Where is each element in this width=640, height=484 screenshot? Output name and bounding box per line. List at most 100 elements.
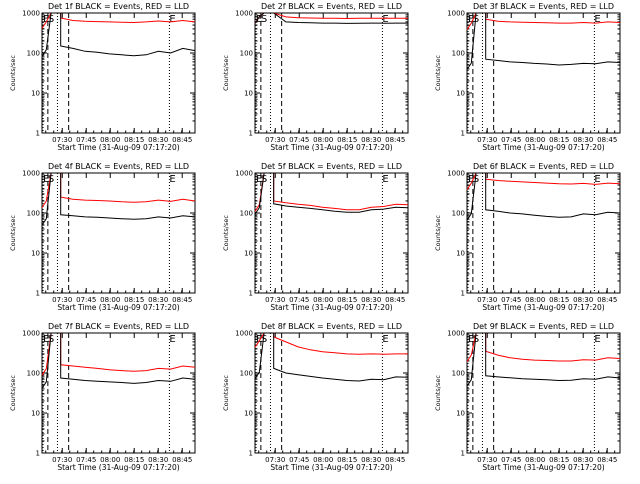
y-tick-label: 10: [456, 250, 465, 258]
y-tick-label: 100: [27, 370, 40, 378]
x-tick-label: 08:00: [100, 456, 120, 464]
y-axis-label: Counts/sec: [434, 215, 442, 251]
marker-label: E: [468, 14, 474, 25]
panel-title: Det 7f BLACK = Events, RED = LLD: [48, 322, 189, 331]
panel-title: Det 4f BLACK = Events, RED = LLD: [48, 162, 189, 171]
x-tick-label: 08:15: [337, 296, 357, 304]
panel-title: Det 9f BLACK = Events, RED = LLD: [473, 322, 614, 331]
panel-6: Det 6f BLACK = Events, RED = LLD 1 10 100 10…: [434, 162, 621, 312]
x-axis-label: Start Time (31-Aug-09 07:17:20): [482, 303, 604, 312]
plot-frame: [254, 12, 409, 134]
x-tick-label: 08:45: [385, 136, 405, 144]
panel-title: Det 5f BLACK = Events, RED = LLD: [261, 162, 402, 171]
marker-label: S: [48, 174, 54, 185]
x-tick-label: 08:15: [337, 136, 357, 144]
x-tick-label: 07:45: [76, 296, 96, 304]
marker-label: S: [473, 174, 479, 185]
y-axis-label: Counts/sec: [222, 215, 230, 251]
y-axis-label: Counts/sec: [434, 375, 442, 411]
panel-5: Det 5f BLACK = Events, RED = LLD 1 10 100 10…: [222, 162, 409, 312]
events-series-line: [466, 332, 621, 387]
y-tick-label: 1000: [235, 170, 253, 178]
marker-label: E: [256, 334, 262, 345]
y-axis-label: Counts/sec: [9, 215, 17, 251]
x-tick-label: 08:00: [525, 296, 545, 304]
events-series-line: [254, 12, 408, 24]
marker-label: E: [169, 334, 175, 345]
plot-frame: [466, 12, 621, 134]
y-tick-label: 10: [31, 90, 40, 98]
y-tick-label: 10: [456, 90, 465, 98]
x-tick-label: 08:30: [148, 136, 168, 144]
panel-4: Det 4f BLACK = Events, RED = LLD 1 10 100 10…: [9, 162, 196, 312]
marker-label: E: [594, 14, 600, 25]
x-tick-label: 07:30: [265, 136, 285, 144]
y-tick-label: 1: [36, 130, 40, 138]
x-tick-label: 08:30: [573, 296, 593, 304]
y-axis-label: Counts/sec: [9, 375, 17, 411]
y-tick-label: 1: [249, 450, 253, 458]
x-tick-label: 07:45: [501, 456, 521, 464]
x-tick-label: 08:30: [361, 296, 381, 304]
x-tick-label: 07:45: [289, 136, 309, 144]
y-tick-label: 1000: [22, 330, 40, 338]
x-axis-label: Start Time (31-Aug-09 07:17:20): [270, 463, 392, 472]
y-tick-label: 1: [249, 290, 253, 298]
y-tick-label: 1000: [235, 10, 253, 18]
x-tick-label: 08:30: [573, 136, 593, 144]
x-tick-label: 08:30: [148, 296, 168, 304]
x-tick-label: 08:45: [172, 456, 192, 464]
x-tick-label: 08:45: [385, 456, 405, 464]
panel-9: Det 9f BLACK = Events, RED = LLD 1 10 100 10…: [434, 322, 621, 472]
x-tick-label: 08:30: [361, 136, 381, 144]
panel-title: Det 8f BLACK = Events, RED = LLD: [261, 322, 402, 331]
x-tick-label: 08:15: [124, 456, 144, 464]
events-series-line: [254, 332, 409, 382]
x-tick-label: 07:45: [76, 136, 96, 144]
x-tick-label: 08:45: [597, 136, 617, 144]
marker-label: E: [43, 14, 49, 25]
marker-label: E: [382, 174, 388, 185]
x-tick-label: 08:45: [385, 296, 405, 304]
x-tick-label: 07:45: [289, 456, 309, 464]
marker-label: E: [43, 334, 49, 345]
marker-label: S: [473, 334, 479, 345]
x-axis-label: Start Time (31-Aug-09 07:17:20): [270, 143, 392, 152]
x-tick-label: 08:15: [549, 456, 569, 464]
marker-label: S: [261, 334, 267, 345]
x-tick-label: 07:30: [52, 456, 72, 464]
y-tick-label: 1: [461, 130, 465, 138]
y-tick-label: 1: [461, 290, 465, 298]
x-tick-label: 07:30: [477, 456, 497, 464]
marker-label: S: [48, 14, 54, 25]
y-tick-label: 100: [240, 210, 253, 218]
x-tick-label: 08:45: [172, 296, 192, 304]
y-axis-label: Counts/sec: [434, 55, 442, 91]
events-series-line: [466, 12, 621, 70]
panel-8: Det 8f BLACK = Events, RED = LLD 1 10 100 10…: [222, 322, 409, 472]
x-tick-label: 08:00: [313, 456, 333, 464]
x-tick-label: 08:45: [597, 456, 617, 464]
marker-label: E: [468, 174, 474, 185]
y-tick-label: 10: [244, 410, 253, 418]
y-tick-label: 100: [452, 210, 465, 218]
x-tick-label: 08:30: [361, 456, 381, 464]
panel-title: Det 1f BLACK = Events, RED = LLD: [48, 2, 189, 11]
x-axis-label: Start Time (31-Aug-09 07:17:20): [270, 303, 392, 312]
y-tick-label: 1000: [447, 330, 465, 338]
panel-title: Det 3f BLACK = Events, RED = LLD: [473, 2, 614, 11]
events-series-line: [41, 172, 196, 226]
y-tick-label: 1: [249, 130, 253, 138]
x-tick-label: 08:30: [573, 456, 593, 464]
y-tick-label: 10: [31, 410, 40, 418]
marker-label: E: [382, 334, 388, 345]
y-tick-label: 10: [244, 250, 253, 258]
y-tick-label: 100: [27, 50, 40, 58]
y-tick-label: 1: [461, 450, 465, 458]
x-tick-label: 08:45: [597, 296, 617, 304]
x-tick-label: 08:00: [525, 456, 545, 464]
x-axis-label: Start Time (31-Aug-09 07:17:20): [482, 143, 604, 152]
x-axis-label: Start Time (31-Aug-09 07:17:20): [57, 303, 179, 312]
